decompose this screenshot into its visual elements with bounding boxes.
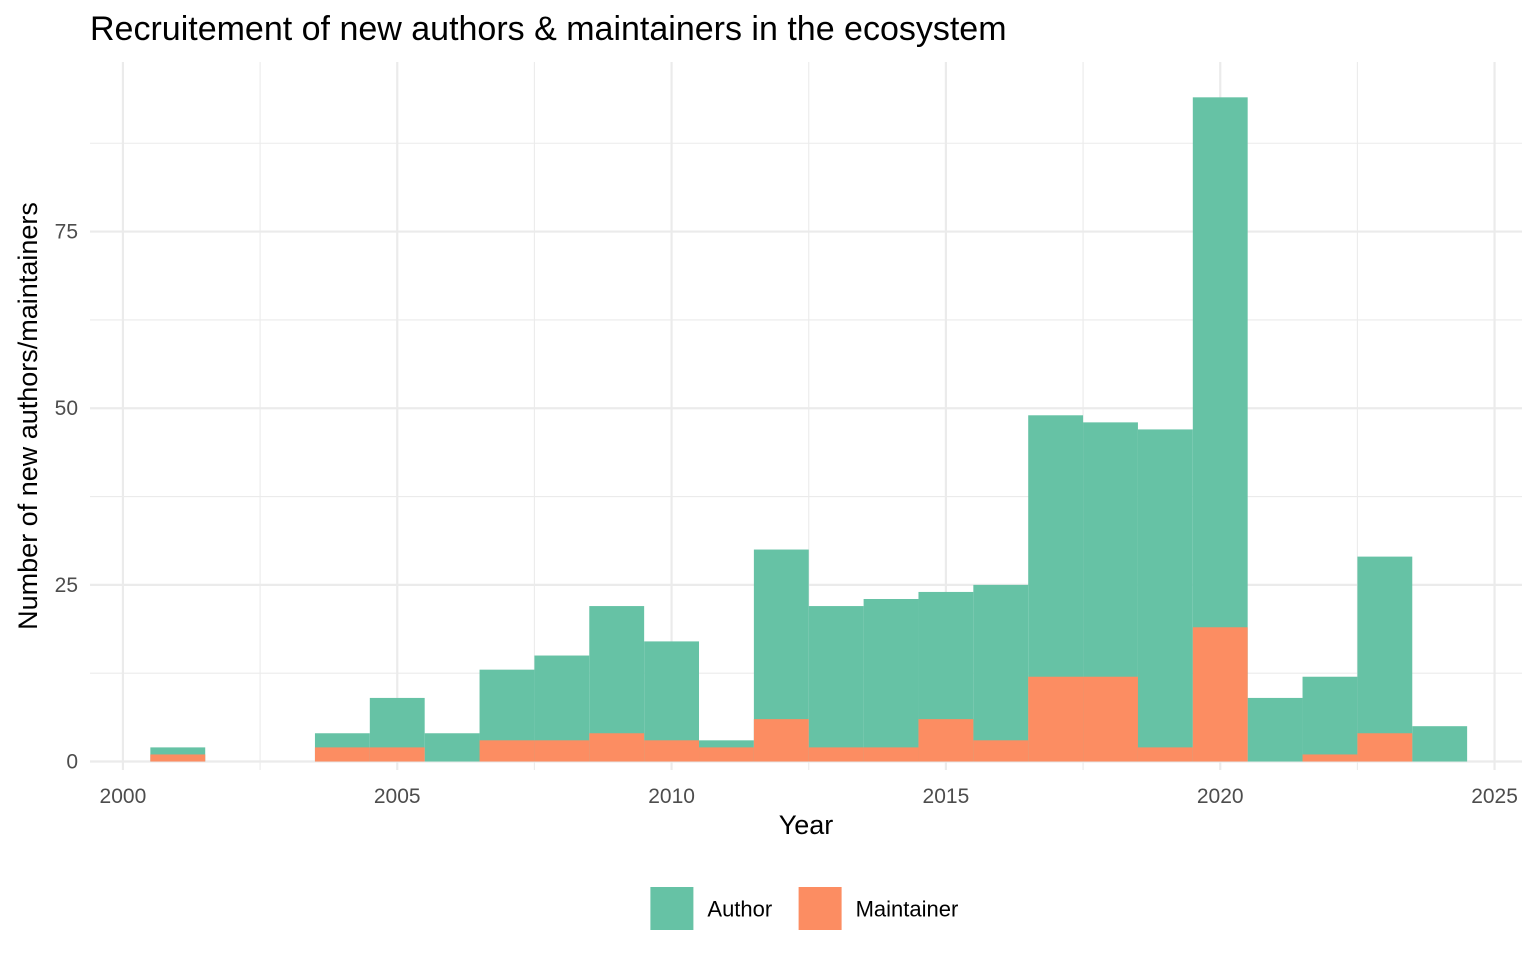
bar-maintainer-2001	[150, 754, 206, 762]
legend-label: Maintainer	[856, 897, 959, 922]
x-axis-title: Year	[779, 810, 834, 840]
bar-maintainer-2013	[808, 747, 864, 762]
bar-maintainer-2023	[1357, 733, 1413, 762]
y-tick-label: 50	[55, 397, 78, 420]
series-maintainer	[150, 627, 1413, 762]
bar-maintainer-2016	[973, 740, 1029, 762]
bar-author-2023	[1357, 556, 1413, 762]
y-tick-label: 25	[55, 574, 78, 597]
y-tick-label: 0	[66, 751, 78, 774]
bar-maintainer-2011	[699, 747, 754, 762]
legend-swatch	[650, 887, 694, 930]
bar-author-2024	[1412, 726, 1468, 762]
bar-maintainer-2007	[479, 740, 535, 762]
bar-maintainer-2019	[1137, 747, 1193, 762]
bars	[150, 97, 1468, 762]
x-axis-ticks: 2000 2005 2010 2015 2020 2025	[100, 785, 1518, 808]
bar-author-2019	[1137, 429, 1193, 762]
bar-author-2013	[808, 606, 864, 762]
bar-maintainer-2015	[918, 719, 974, 762]
chart-title: Recruitement of new authors & maintainer…	[90, 10, 1007, 48]
bar-maintainer-2020	[1192, 627, 1248, 762]
bar-author-2016	[973, 584, 1029, 762]
bar-maintainer-2004	[314, 747, 370, 762]
bar-maintainer-2009	[589, 733, 645, 762]
bar-author-2014	[863, 599, 919, 762]
bar-author-2021	[1247, 697, 1303, 762]
legend: Author Maintainer	[650, 887, 958, 930]
bar-maintainer-2005	[369, 747, 425, 762]
x-tick-label: 2020	[1197, 785, 1244, 808]
legend-label: Author	[707, 897, 772, 922]
legend-item-maintainer: Maintainer	[798, 887, 959, 930]
bar-author-2022	[1302, 676, 1358, 762]
y-axis-ticks: 0 25 50 75	[55, 221, 78, 774]
x-tick-label: 2015	[923, 785, 970, 808]
bar-maintainer-2012	[753, 719, 809, 762]
x-tick-label: 2000	[100, 785, 147, 808]
bar-maintainer-2014	[863, 747, 919, 762]
bar-author-2006	[424, 733, 480, 762]
legend-item-author: Author	[650, 887, 772, 930]
bar-maintainer-2008	[534, 740, 590, 762]
y-axis-title: Number of new authors/maintainers	[13, 202, 43, 630]
x-tick-label: 2005	[374, 785, 421, 808]
x-tick-label: 2025	[1471, 785, 1518, 808]
bar-maintainer-2022	[1302, 754, 1358, 762]
y-tick-label: 75	[55, 221, 78, 244]
bar-maintainer-2010	[644, 740, 700, 762]
bar-maintainer-2018	[1083, 676, 1138, 762]
x-tick-label: 2010	[648, 785, 695, 808]
legend-swatch	[798, 887, 842, 930]
bar-maintainer-2017	[1028, 676, 1084, 762]
